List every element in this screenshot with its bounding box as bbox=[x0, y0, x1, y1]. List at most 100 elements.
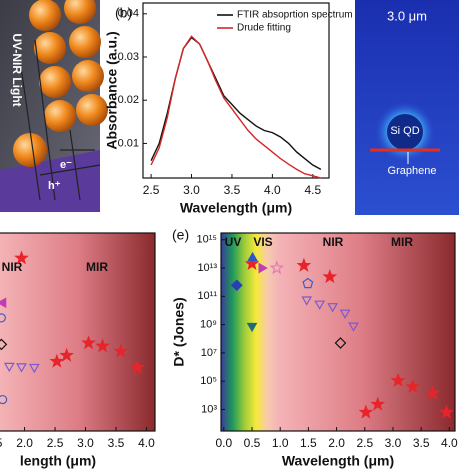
point bbox=[28, 363, 40, 374]
plot-frame bbox=[220, 232, 456, 432]
y-tick-label: 0.01 bbox=[118, 137, 139, 149]
hole-label: h⁺ bbox=[48, 180, 61, 192]
point bbox=[358, 404, 374, 419]
point bbox=[129, 359, 145, 374]
scale-label: 3.0 μm bbox=[387, 8, 427, 23]
point bbox=[14, 250, 29, 265]
x-tick-label: 2.5 bbox=[356, 436, 373, 450]
x-tick-label: 2.0 bbox=[328, 436, 345, 450]
point bbox=[113, 343, 129, 358]
x-tick-label: 4.5 bbox=[304, 183, 321, 197]
panel-a: UV-NIR Light e⁻ h⁺ bbox=[0, 0, 108, 212]
y-axis-label: D* (Jones) bbox=[171, 297, 187, 366]
region-label: VIS bbox=[253, 235, 272, 249]
panel-label: (b) bbox=[115, 5, 132, 21]
dot-label: Si QD bbox=[390, 125, 419, 137]
x-tick-label: 3.5 bbox=[224, 183, 241, 197]
point bbox=[322, 269, 338, 284]
point bbox=[3, 362, 15, 373]
quantum-dots bbox=[13, 0, 108, 167]
x-tick-label: 3.5 bbox=[413, 436, 430, 450]
point bbox=[81, 335, 96, 350]
x-tick-label: 3.5 bbox=[108, 436, 125, 450]
y-tick-label: 10⁹ bbox=[200, 319, 217, 331]
point bbox=[49, 353, 65, 368]
point bbox=[405, 379, 421, 394]
point bbox=[390, 372, 406, 387]
region-label: MIR bbox=[86, 260, 108, 274]
point bbox=[0, 394, 8, 405]
point bbox=[314, 300, 326, 310]
x-axis-label: length (μm) bbox=[20, 453, 96, 469]
y-tick-label: 0.04 bbox=[118, 8, 139, 20]
point bbox=[95, 338, 110, 353]
y-tick-label: 10¹⁵ bbox=[197, 234, 217, 246]
x-axis-label: Wavelength (μm) bbox=[282, 453, 394, 469]
chart: 0.0 0.5 1.0 1.5 2.0 2.5 3.0 3.5 4.0 10³ 10⁵ 10⁷ 10⁹ 1… bbox=[171, 227, 458, 469]
y-tick-label: 10¹³ bbox=[197, 262, 217, 274]
region-label: NIR bbox=[323, 235, 344, 249]
point bbox=[246, 322, 258, 333]
x-tick-label: 3.0 bbox=[183, 183, 200, 197]
dot-shape bbox=[387, 114, 423, 150]
x-tick-label: 0.0 bbox=[215, 436, 232, 450]
x-tick-label: 0.5 bbox=[244, 436, 261, 450]
chart: 2.5 3.0 3.5 4.0 4.5 0.01 0.02 0.03 0.04 Wavelengt… bbox=[104, 2, 353, 216]
x-tick-label: 4.0 bbox=[138, 436, 155, 450]
y-tick-label: 0.02 bbox=[118, 94, 139, 106]
x-tick-label: 1.5 bbox=[300, 436, 317, 450]
y-tick-label: 10⁷ bbox=[201, 347, 217, 359]
x-tick-label: 1.5 bbox=[0, 436, 3, 450]
point bbox=[302, 277, 314, 289]
point bbox=[327, 303, 339, 313]
x-tick-label: 2.5 bbox=[143, 183, 160, 197]
point bbox=[0, 297, 7, 309]
light-label: UV-NIR Light bbox=[10, 33, 24, 106]
point bbox=[258, 262, 268, 274]
y-tick-label: 10⁵ bbox=[200, 375, 217, 387]
graphene bbox=[19, 39, 101, 201]
point bbox=[247, 251, 258, 262]
point bbox=[425, 385, 440, 400]
sheet-label: Graphene bbox=[388, 165, 437, 177]
y-tick-label: 0.03 bbox=[118, 51, 139, 63]
x-tick-label: 2.0 bbox=[16, 436, 33, 450]
electron-label: e⁻ bbox=[60, 159, 72, 171]
x-tick-label: 4.0 bbox=[441, 436, 458, 450]
point bbox=[301, 296, 313, 306]
point bbox=[370, 396, 386, 411]
x-tick-label: 1.0 bbox=[272, 436, 289, 450]
point bbox=[16, 363, 27, 373]
spectrum-bg bbox=[0, 233, 155, 431]
point bbox=[339, 309, 351, 319]
point bbox=[0, 313, 7, 323]
plot-frame bbox=[142, 2, 330, 179]
point bbox=[269, 260, 285, 275]
point bbox=[296, 257, 312, 272]
panel-label: (e) bbox=[172, 227, 189, 243]
x-tick-label: 2.5 bbox=[47, 436, 64, 450]
x-tick-label: 4.0 bbox=[264, 183, 281, 197]
point bbox=[0, 338, 8, 351]
series-line bbox=[150, 36, 322, 171]
legend-label: Drude fitting bbox=[237, 23, 291, 34]
point bbox=[348, 322, 359, 332]
panel-c: 3.0 μm Si QD Graphene bbox=[355, 0, 459, 215]
x-tick-label: 3.0 bbox=[385, 436, 402, 450]
legend-label: FTIR absoprtion spectrum bbox=[237, 10, 353, 21]
y-tick-label: 10³ bbox=[201, 403, 217, 415]
point bbox=[230, 279, 243, 292]
point bbox=[439, 404, 454, 419]
point bbox=[59, 347, 74, 362]
region-label: UV bbox=[225, 235, 242, 249]
point bbox=[334, 337, 347, 349]
y-axis-label: Absorbance (a.u.) bbox=[104, 31, 120, 149]
plot-frame bbox=[0, 232, 156, 432]
y-tick-label: 10¹¹ bbox=[197, 290, 217, 302]
x-axis-label: Wavelength (μm) bbox=[180, 200, 292, 216]
series-line bbox=[150, 35, 322, 179]
point bbox=[244, 256, 260, 270]
x-tick-label: 3.0 bbox=[77, 436, 94, 450]
